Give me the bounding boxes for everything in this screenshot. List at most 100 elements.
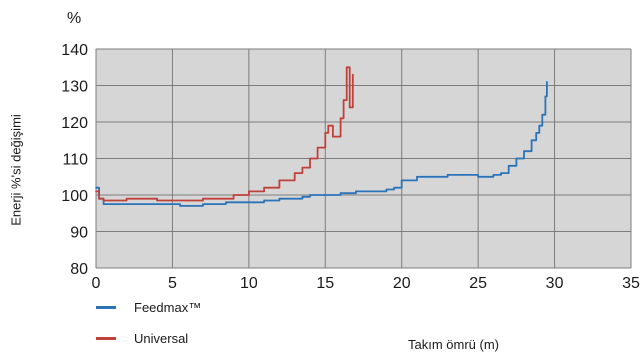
data-point xyxy=(293,197,296,200)
data-point xyxy=(125,197,128,200)
data-point xyxy=(431,175,434,178)
x-tick-label: 30 xyxy=(546,275,564,292)
data-point xyxy=(500,172,502,174)
data-point xyxy=(98,197,100,200)
data-point xyxy=(546,81,548,83)
y-tick-label: 140 xyxy=(61,42,88,59)
data-point xyxy=(248,201,250,204)
data-point xyxy=(232,194,235,196)
data-point xyxy=(202,197,204,200)
data-point xyxy=(339,117,342,120)
data-point xyxy=(530,139,533,142)
data-point xyxy=(324,132,327,134)
data-point xyxy=(202,203,204,205)
data-point xyxy=(416,175,418,178)
data-point xyxy=(535,132,538,134)
data-point xyxy=(171,199,174,202)
data-point xyxy=(309,157,311,160)
data-point xyxy=(102,199,105,202)
legend-swatch-universal xyxy=(96,337,116,340)
data-point xyxy=(141,197,143,200)
data-point xyxy=(348,106,351,109)
data-point xyxy=(110,199,113,202)
data-point xyxy=(477,175,479,178)
y-tick-label: 130 xyxy=(61,79,88,96)
y-tick-labels: 80 90 100 110 120 130 140 xyxy=(61,42,88,278)
y-axis-title-text: Enerji %'si değişimi xyxy=(8,114,24,226)
data-point xyxy=(301,166,304,169)
x-tick-label: 10 xyxy=(240,275,258,292)
y-tick-label: 100 xyxy=(61,188,88,205)
legend-swatch-feedmax xyxy=(96,306,116,309)
x-tick-labels: 0 5 10 15 20 25 30 35 xyxy=(92,275,640,292)
data-point xyxy=(217,197,220,200)
data-point xyxy=(225,201,227,204)
x-axis-title: Takım ömrü (m) xyxy=(408,337,499,352)
data-point xyxy=(125,203,128,205)
x-tick-label: 20 xyxy=(393,275,411,292)
data-point xyxy=(393,186,395,189)
data-point xyxy=(332,135,334,138)
data-point xyxy=(186,199,189,202)
data-point xyxy=(179,205,181,207)
data-point xyxy=(156,203,158,205)
data-point xyxy=(171,203,174,205)
data-point xyxy=(385,188,388,191)
y-tick-label: 120 xyxy=(61,115,88,132)
data-point xyxy=(186,205,189,207)
data-point xyxy=(278,197,281,200)
data-point xyxy=(278,179,281,182)
data-point xyxy=(342,99,345,101)
x-tick-label: 15 xyxy=(316,275,334,292)
grid-lines xyxy=(95,48,632,269)
data-point xyxy=(324,194,327,196)
y-tick-label: 80 xyxy=(70,261,88,278)
x-tick-label: 35 xyxy=(622,275,640,292)
data-point xyxy=(541,113,544,116)
data-point xyxy=(217,203,220,205)
data-point xyxy=(102,203,105,205)
data-point xyxy=(156,199,158,202)
data-point xyxy=(141,203,143,205)
data-point xyxy=(515,157,518,160)
data-point xyxy=(345,66,348,69)
data-point xyxy=(309,194,311,196)
data-point xyxy=(462,174,464,176)
series-line-feedmax xyxy=(96,81,548,207)
series-group xyxy=(95,66,548,207)
data-point xyxy=(232,201,235,204)
data-point xyxy=(339,192,342,194)
legend-item-universal: Universal xyxy=(96,331,188,346)
data-point xyxy=(248,190,250,193)
data-point xyxy=(492,174,495,176)
y-tick-label: 110 xyxy=(62,152,88,169)
data-point xyxy=(327,124,330,127)
unit-label: % xyxy=(67,10,82,27)
data-point xyxy=(507,165,510,167)
data-point xyxy=(352,73,354,76)
data-point xyxy=(95,190,97,193)
data-point xyxy=(110,203,113,205)
legend-item-feedmax: Feedmax™ xyxy=(96,300,201,315)
y-tick-label: 90 xyxy=(70,225,88,242)
y-axis-title: Enerji %'si değişimi xyxy=(6,80,26,260)
legend-label-universal: Universal xyxy=(134,331,189,346)
data-point xyxy=(355,190,357,193)
data-point xyxy=(370,190,372,193)
x-tick-label: 0 xyxy=(92,275,101,292)
x-tick-label: 5 xyxy=(168,275,177,292)
data-point xyxy=(446,174,449,176)
data-point xyxy=(293,172,296,174)
data-point xyxy=(523,150,525,152)
data-point xyxy=(400,179,403,182)
data-point xyxy=(263,199,265,202)
data-point xyxy=(316,146,319,149)
data-point xyxy=(544,95,547,98)
data-point xyxy=(95,186,97,189)
x-tick-label: 25 xyxy=(469,275,487,292)
legend-label-feedmax: Feedmax™ xyxy=(134,300,202,315)
data-point xyxy=(538,124,541,127)
data-point xyxy=(301,196,304,198)
data-point xyxy=(263,186,265,189)
